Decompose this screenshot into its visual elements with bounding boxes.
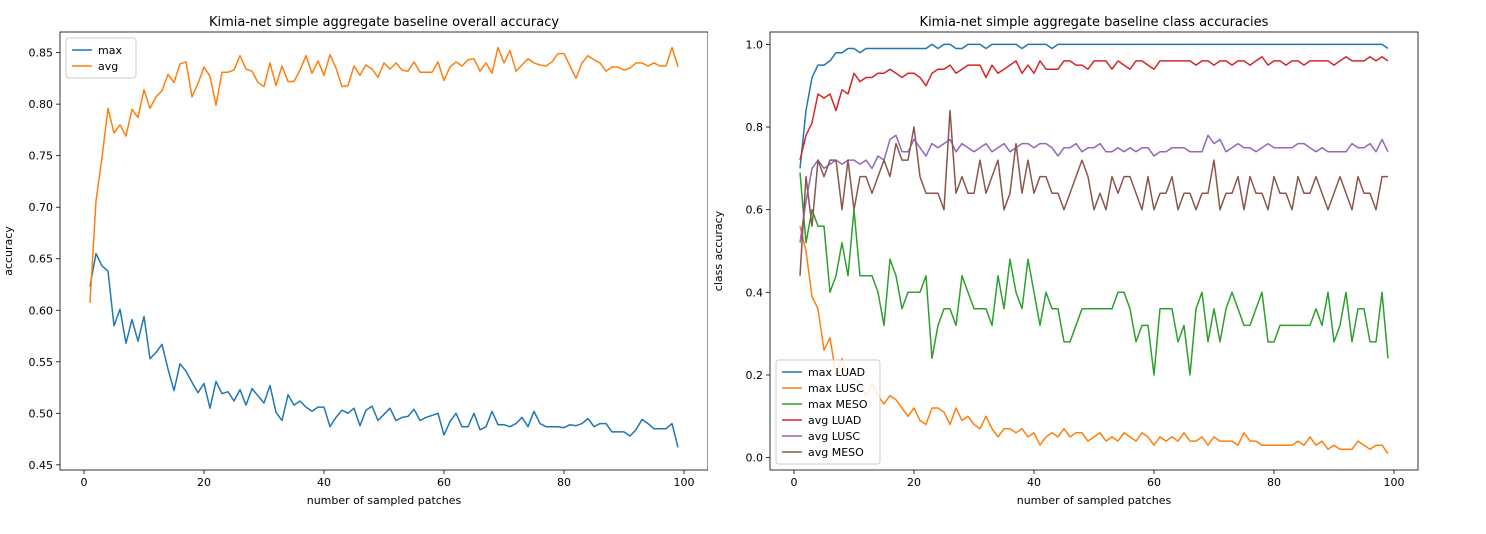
legend-label: max LUAD: [808, 366, 865, 379]
chart-title: Kimia-net simple aggregate baseline clas…: [920, 15, 1269, 30]
x-tick-label: 100: [1384, 476, 1405, 489]
x-axis-label: number of sampled patches: [307, 494, 462, 507]
overall-accuracy-chart: Kimia-net simple aggregate baseline over…: [2, 15, 708, 507]
y-tick-label: 0.70: [29, 201, 54, 214]
legend-label: avg LUAD: [808, 414, 861, 427]
y-tick-label: 0.60: [29, 304, 54, 317]
legend-box: [65, 37, 137, 79]
x-tick-label: 0: [81, 476, 88, 489]
legend-label: avg MESO: [808, 446, 864, 459]
legend-label: avg LUSC: [808, 430, 860, 443]
legend-box: [775, 359, 881, 465]
y-tick-label: 0.45: [29, 459, 54, 472]
series-line-max-lusc: [799, 226, 1389, 454]
x-tick-label: 20: [197, 476, 211, 489]
y-tick-label: 0.65: [29, 253, 54, 266]
x-tick-label: 100: [674, 476, 695, 489]
x-tick-label: 60: [437, 476, 451, 489]
x-axis-label: number of sampled patches: [1017, 494, 1172, 507]
legend-label: avg: [98, 60, 118, 73]
y-tick-label: 0.55: [29, 356, 54, 369]
series-line-max-luad: [799, 43, 1389, 169]
y-tick-label: 0.8: [746, 121, 764, 134]
plot-frame: [59, 31, 708, 471]
series-line-max: [89, 252, 679, 448]
y-tick-label: 0.80: [29, 98, 54, 111]
y-tick-label: 0.2: [746, 369, 764, 382]
x-tick-label: 40: [317, 476, 331, 489]
class-accuracies-chart: Kimia-net simple aggregate baseline clas…: [712, 15, 1419, 507]
x-tick-label: 60: [1147, 476, 1161, 489]
series-line-avg-meso: [799, 109, 1388, 276]
y-axis-label: accuracy: [2, 226, 15, 276]
legend: max LUAD max LUSC max MESO avg LUAD avg LUSC…: [775, 359, 881, 465]
y-axis-label: class accuracy: [712, 210, 725, 291]
legend-label: max LUSC: [808, 382, 864, 395]
series-line-avg-luad: [799, 56, 1389, 161]
x-tick-label: 40: [1027, 476, 1041, 489]
series-line-avg-lusc: [799, 134, 1389, 243]
y-tick-label: 1.0: [746, 38, 764, 51]
legend: max avg: [65, 37, 137, 79]
y-tick-label: 0.6: [746, 204, 764, 217]
series-line-avg: [89, 46, 679, 304]
x-tick-label: 80: [557, 476, 571, 489]
x-tick-label: 80: [1267, 476, 1281, 489]
y-tick-label: 0.85: [29, 47, 54, 60]
x-tick-label: 0: [791, 476, 798, 489]
series-line-max-meso: [799, 172, 1389, 376]
chart-title: Kimia-net simple aggregate baseline over…: [209, 15, 559, 30]
y-tick-label: 0.0: [746, 452, 764, 465]
y-tick-label: 0.4: [746, 286, 764, 299]
x-tick-label: 20: [907, 476, 921, 489]
y-tick-label: 0.75: [29, 150, 54, 163]
y-tick-label: 0.50: [29, 407, 54, 420]
legend-label: max: [98, 44, 122, 57]
plot-frame: [769, 31, 1419, 471]
legend-label: max MESO: [808, 398, 868, 411]
